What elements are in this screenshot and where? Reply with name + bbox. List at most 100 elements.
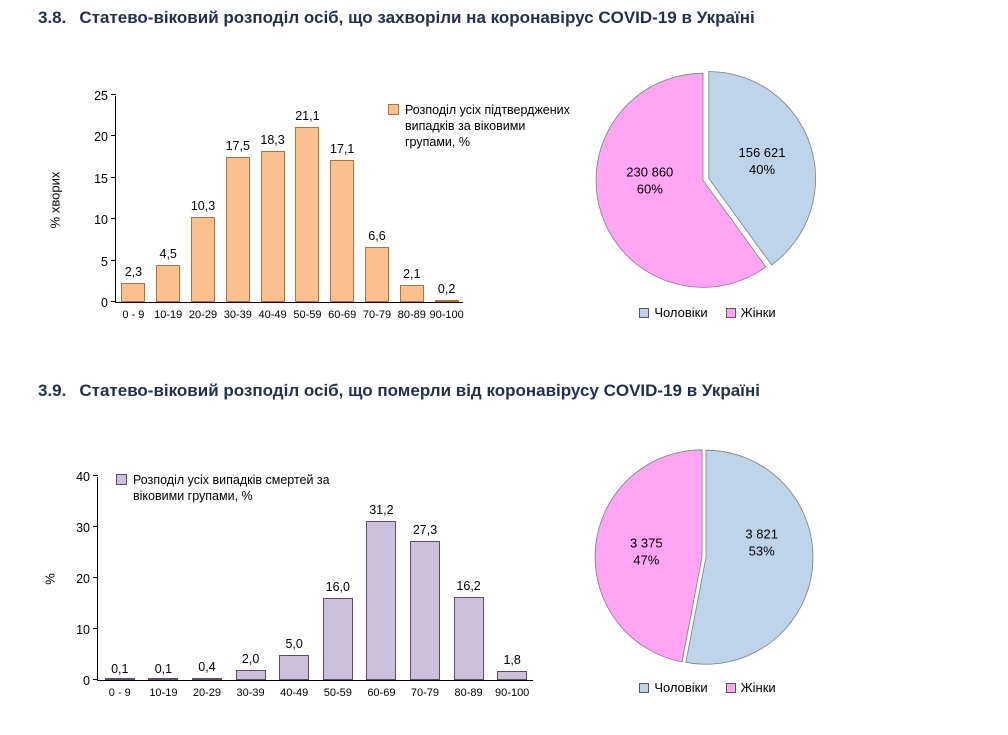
x-tick-label: 20-29 (192, 687, 222, 699)
pie-svg: 156 621 40% 230 860 60% (595, 71, 817, 288)
x-tick-label: 10-19 (154, 309, 183, 321)
legend: Чоловіки Жінки (585, 680, 830, 695)
y-tick-mark (93, 628, 98, 629)
plot-area: 0 5 10 15 20 25 2,3 0 - 9 4,5 10-19 10,3 20-29 17,5 3… (94, 89, 464, 321)
bar (399, 284, 424, 302)
pie-slice-men (685, 449, 814, 665)
pie-svg: 3 821 53% 3 375 47% (594, 449, 814, 665)
x-tick-label: 50-59 (323, 687, 352, 699)
bar-value-label: 2,3 (124, 265, 143, 279)
x-tick-label: 0 - 9 (108, 687, 131, 699)
section-3-9-title-text: Статево-віковий розподіл осіб, що померл… (79, 381, 760, 400)
x-tick-label: 40-49 (280, 687, 309, 699)
bar-value-label: 21,1 (295, 109, 320, 124)
legend-label: Жінки (740, 680, 776, 695)
section-3-9-heading: 3.9. Статево-віковий розподіл осіб, що по… (38, 381, 760, 401)
x-tick-label: 60-69 (367, 687, 396, 699)
pie-data-label-men: 156 621 40% (739, 145, 786, 177)
legend-item-men: Чоловіки (639, 680, 708, 695)
bar-value-label: 0,4 (198, 660, 216, 674)
bar (121, 283, 146, 302)
bar (104, 678, 135, 680)
x-tick-label: 10-19 (149, 687, 178, 699)
bar (322, 598, 353, 680)
bar-value-label: 17,1 (330, 142, 355, 157)
x-tick-label: 40-49 (258, 309, 287, 321)
bar (365, 247, 389, 302)
bar (225, 157, 250, 302)
legend-label: Розподіл усіх випадків смертей за вікови… (133, 473, 330, 503)
bar (330, 160, 355, 302)
bar-value-label: 27,3 (412, 522, 438, 537)
x-tick-label: 30-39 (236, 687, 265, 699)
bar-value-label: 2,0 (241, 651, 260, 666)
y-tick-label: 40 (76, 470, 90, 484)
y-tick-mark (111, 218, 116, 220)
x-tick-label: 70-79 (410, 687, 440, 699)
y-tick-mark (111, 301, 116, 302)
bar (295, 127, 320, 302)
bar-value-label: 6,6 (368, 229, 386, 244)
bar (410, 540, 440, 680)
bar (192, 678, 222, 680)
bar (260, 150, 285, 302)
legend-swatch (388, 104, 399, 115)
y-tick-mark (93, 679, 98, 680)
pie-slice-women (594, 449, 703, 663)
legend-label: Жінки (740, 305, 776, 320)
x-tick-label: 90-100 (429, 309, 464, 321)
y-tick-label: 0 (101, 296, 108, 310)
y-tick-label: 10 (76, 623, 90, 637)
legend-swatch (116, 474, 127, 485)
bar (366, 520, 397, 680)
pie-data-label-women: 3 375 47% (630, 536, 663, 568)
bar-value-label: 18,3 (260, 132, 285, 147)
y-tick-mark (93, 475, 98, 476)
legend-label: Чоловіки (654, 305, 708, 320)
bar (453, 597, 484, 680)
y-tick-label: 10 (94, 213, 108, 228)
pie-data-label-men: 3 821 53% (745, 527, 778, 559)
x-tick-label: 80-89 (454, 687, 483, 699)
legend-swatch (639, 682, 650, 693)
y-tick-mark (93, 526, 98, 527)
legend-label: Розподіл усіх підтверджених випадків за … (405, 103, 570, 149)
section-3-8-number: 3.8. (38, 8, 67, 27)
legend-swatch (725, 682, 736, 693)
y-tick-mark (111, 176, 116, 178)
x-tick-label: 70-79 (362, 309, 392, 321)
bar-value-label: 17,5 (225, 139, 250, 154)
bar-value-label: 0,1 (111, 661, 129, 676)
y-axis-label: % хворих (47, 171, 63, 228)
x-tick-label: 90-100 (495, 687, 530, 699)
bar (434, 300, 459, 302)
bar (497, 670, 528, 680)
bar-value-label: 16,0 (325, 580, 350, 595)
pie-data-label-women: 230 860 60% (626, 165, 673, 197)
x-tick-label: 80-89 (397, 309, 426, 321)
legend-label: Чоловіки (654, 680, 708, 695)
y-tick-mark (93, 577, 98, 578)
legend: Розподіл усіх випадків смертей за вікови… (116, 472, 367, 504)
bar (156, 264, 181, 302)
bar-value-label: 16,2 (456, 579, 481, 594)
plot-area: 0 10 20 30 40 0,1 0 - 9 0,1 10-19 0,4 20-29 2,0 30-3… (76, 470, 533, 699)
x-tick-label: 60-69 (328, 309, 357, 321)
y-tick-mark (111, 259, 116, 261)
pie-chart-deaths-by-sex: 3 821 53% 3 375 47% Чоловіки Жінки (585, 428, 830, 726)
legend: Розподіл усіх підтверджених випадків за … (388, 102, 577, 150)
y-tick-label: 20 (94, 130, 108, 145)
legend-item-women: Жінки (725, 680, 776, 695)
pie-slice-men (708, 71, 817, 266)
section-3-8-title-text: Статево-віковий розподіл осіб, що захвор… (79, 8, 755, 27)
pie-chart-confirmed-cases-by-sex: 156 621 40% 230 860 60% Чоловіки Жінки (585, 55, 830, 347)
x-tick-label: 20-29 (188, 309, 218, 321)
bar-value-label: 10,3 (190, 198, 216, 213)
bar (148, 678, 179, 680)
x-tick-label: 0 - 9 (122, 309, 145, 321)
section-3-8-heading: 3.8. Статево-віковий розподіл осіб, що за… (38, 8, 755, 28)
bar (279, 654, 310, 680)
legend-item-women: Жінки (725, 305, 776, 320)
bar-value-label: 31,2 (369, 502, 394, 517)
